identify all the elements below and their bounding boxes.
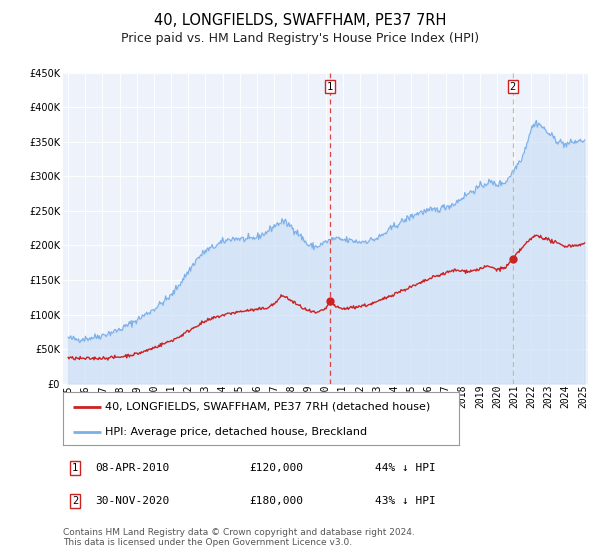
- Text: Price paid vs. HM Land Registry's House Price Index (HPI): Price paid vs. HM Land Registry's House …: [121, 32, 479, 45]
- Text: 2: 2: [510, 82, 516, 92]
- Text: 30-NOV-2020: 30-NOV-2020: [95, 496, 169, 506]
- Text: 1: 1: [327, 82, 333, 92]
- Text: 43% ↓ HPI: 43% ↓ HPI: [375, 496, 436, 506]
- Text: 40, LONGFIELDS, SWAFFHAM, PE37 7RH: 40, LONGFIELDS, SWAFFHAM, PE37 7RH: [154, 13, 446, 28]
- Text: 44% ↓ HPI: 44% ↓ HPI: [375, 463, 436, 473]
- Text: 08-APR-2010: 08-APR-2010: [95, 463, 169, 473]
- Text: £120,000: £120,000: [249, 463, 303, 473]
- Text: £180,000: £180,000: [249, 496, 303, 506]
- Text: Contains HM Land Registry data © Crown copyright and database right 2024.
This d: Contains HM Land Registry data © Crown c…: [63, 528, 415, 547]
- Text: 2: 2: [72, 496, 78, 506]
- Text: HPI: Average price, detached house, Breckland: HPI: Average price, detached house, Brec…: [104, 427, 367, 437]
- Text: 40, LONGFIELDS, SWAFFHAM, PE37 7RH (detached house): 40, LONGFIELDS, SWAFFHAM, PE37 7RH (deta…: [104, 402, 430, 412]
- Text: 1: 1: [72, 463, 78, 473]
